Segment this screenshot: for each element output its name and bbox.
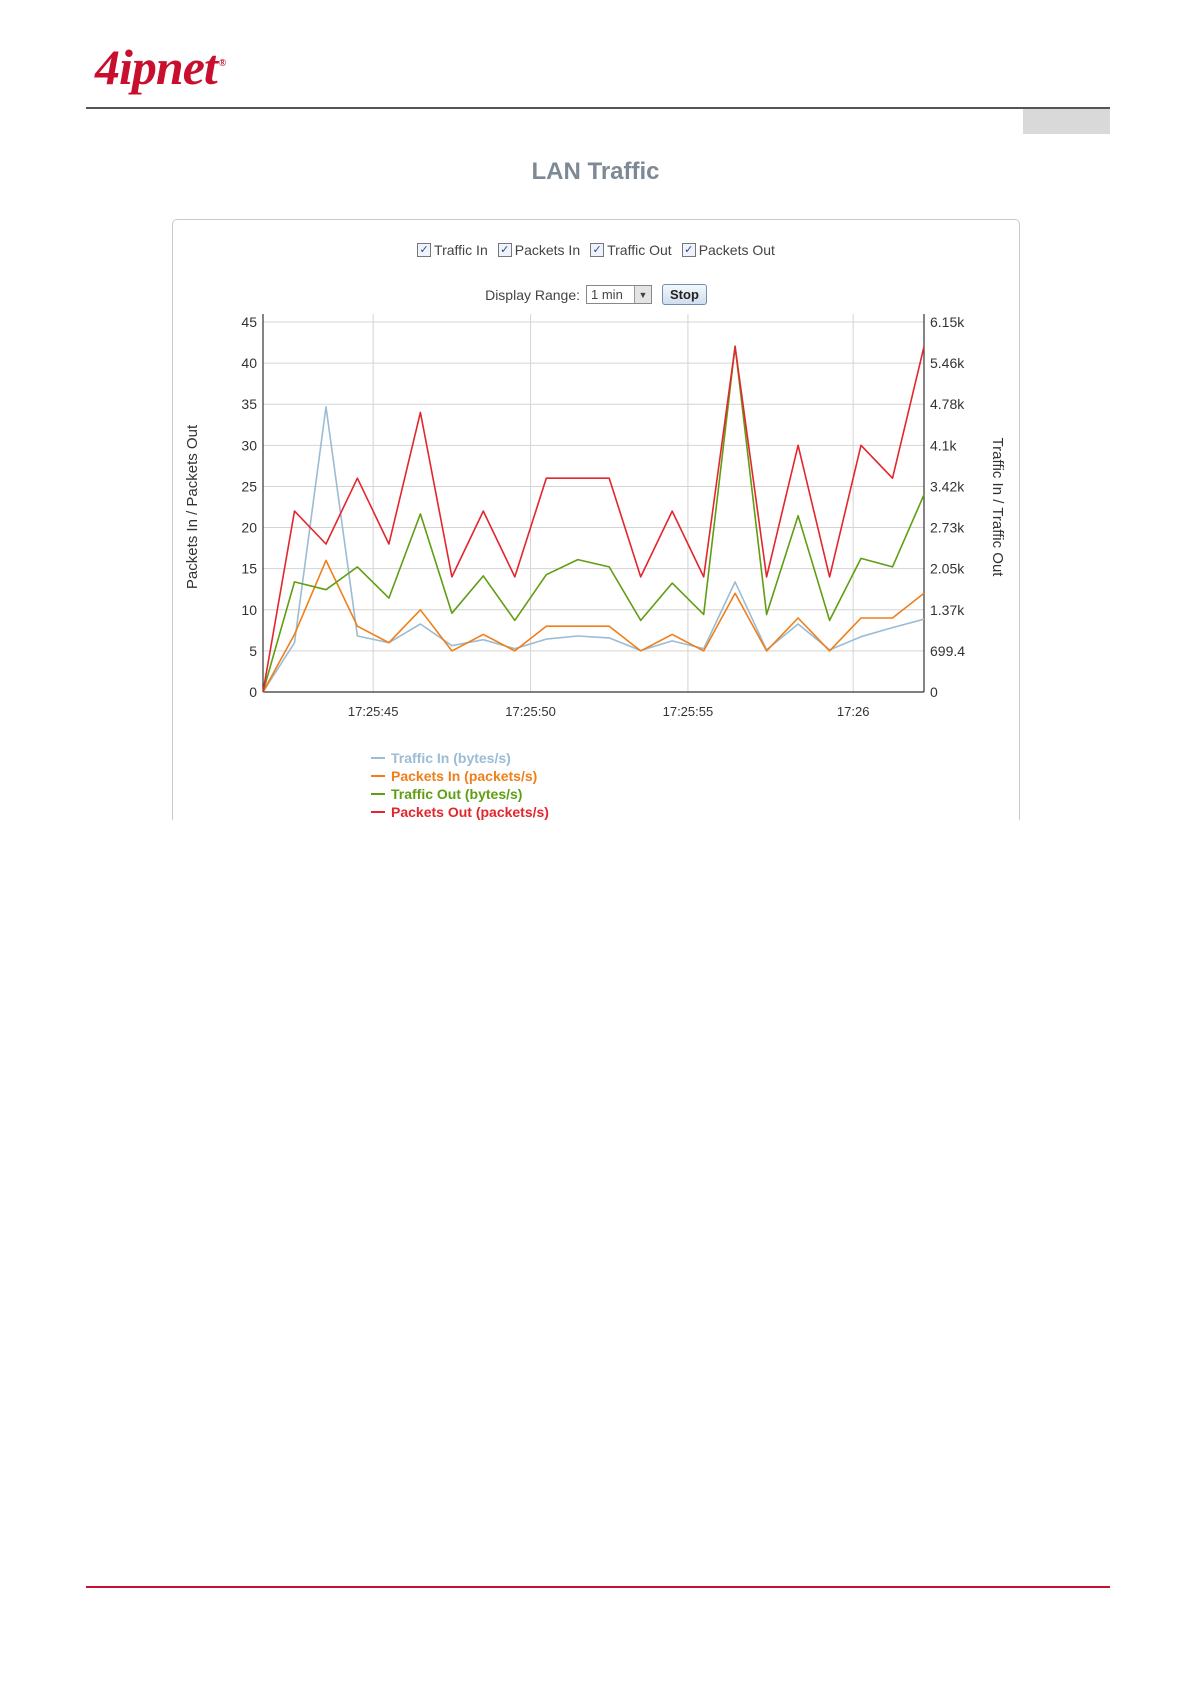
registered-mark: ®: [218, 58, 227, 70]
series-line-3: [262, 345, 925, 693]
toggle-label: Traffic In: [434, 242, 488, 258]
toggle-traffic-out[interactable]: ✓ Traffic Out: [590, 242, 672, 258]
chevron-down-icon[interactable]: ▼: [634, 286, 652, 303]
checkbox-icon[interactable]: ✓: [417, 243, 432, 257]
legend-label: Packets In (packets/s): [391, 768, 537, 784]
y-right-tick-label: 1.37k: [930, 602, 965, 618]
y-right-tick-label: 699.4: [930, 643, 965, 659]
checkbox-icon[interactable]: ✓: [590, 243, 605, 257]
x-tick-label: 17:25:50: [505, 704, 556, 719]
legend-label: Packets Out (packets/s): [391, 804, 549, 820]
y-left-tick-label: 5: [249, 643, 257, 659]
y-right-tick-label: 6.15k: [930, 314, 965, 330]
y-left-tick-label: 0: [249, 684, 257, 700]
traffic-chart: 0 0 5 699.4 10 1.37k 15 2.05k 20 2.73k 25 3.42k 30 4.…: [184, 314, 1006, 820]
header-divider: [86, 107, 1110, 109]
y-left-tick-label: 30: [241, 437, 257, 453]
x-tick-label: 17:25:45: [348, 704, 399, 719]
y-left-tick-label: 35: [241, 396, 257, 412]
legend-label: Traffic Out (bytes/s): [391, 786, 522, 802]
series-line-2: [262, 559, 925, 693]
toggle-label: Traffic Out: [607, 242, 672, 258]
toggle-traffic-in[interactable]: ✓ Traffic In: [417, 242, 488, 258]
y-right-tick-label: 2.73k: [930, 520, 965, 536]
toggle-packets-in[interactable]: ✓ Packets In: [497, 242, 581, 258]
toggle-label: Packets Out: [698, 242, 775, 258]
series-line-4: [262, 345, 925, 693]
y-right-tick-label: 4.78k: [930, 396, 965, 412]
y-right-tick-label: 3.42k: [930, 478, 965, 494]
footer-divider: [86, 1586, 1110, 1588]
y-left-tick-label: 25: [241, 478, 257, 494]
display-range-select[interactable]: 1 min ▼: [586, 285, 653, 304]
traffic-panel: ✓ Traffic In ✓ Packets In ✓ Traffic Out ✓ Pa…: [172, 219, 1020, 820]
x-tick-label: 17:25:55: [663, 704, 714, 719]
y-left-tick-label: 20: [241, 520, 257, 536]
display-range-row: Display Range: 1 min ▼ Stop: [173, 284, 1019, 305]
page-title: LAN Traffic: [531, 158, 660, 185]
checkbox-icon[interactable]: ✓: [497, 243, 512, 257]
y-left-tick-label: 45: [241, 314, 257, 330]
y-right-tick-label: 4.1k: [930, 437, 957, 453]
y-left-axis-title: Packets In / Packets Out: [184, 424, 201, 589]
y-left-tick-label: 10: [241, 602, 257, 618]
series-line-1: [262, 406, 925, 693]
toggle-packets-out[interactable]: ✓ Packets Out: [681, 242, 775, 258]
toggle-label: Packets In: [514, 242, 581, 258]
y-left-tick-label: 40: [241, 355, 257, 371]
brand-logo: 4ipnet ®: [95, 38, 227, 96]
series-toggles: ✓ Traffic In ✓ Packets In ✓ Traffic Out ✓ Pa…: [173, 242, 1019, 258]
y-right-tick-label: 5.46k: [930, 355, 965, 371]
display-range-label: Display Range:: [485, 286, 581, 303]
y-right-tick-label: 2.05k: [930, 561, 965, 577]
y-right-axis-title: Traffic In / Traffic Out: [989, 438, 1006, 578]
checkbox-icon[interactable]: ✓: [681, 243, 696, 257]
display-range-value: 1 min: [591, 287, 623, 302]
logo-text: 4ipnet: [95, 39, 218, 95]
header-tab: [1023, 109, 1110, 134]
legend-label: Traffic In (bytes/s): [391, 750, 511, 766]
y-left-tick-label: 15: [241, 561, 257, 577]
stop-button[interactable]: Stop: [662, 284, 707, 305]
x-tick-label: 17:26: [837, 704, 870, 719]
y-right-tick-label: 0: [930, 684, 938, 700]
